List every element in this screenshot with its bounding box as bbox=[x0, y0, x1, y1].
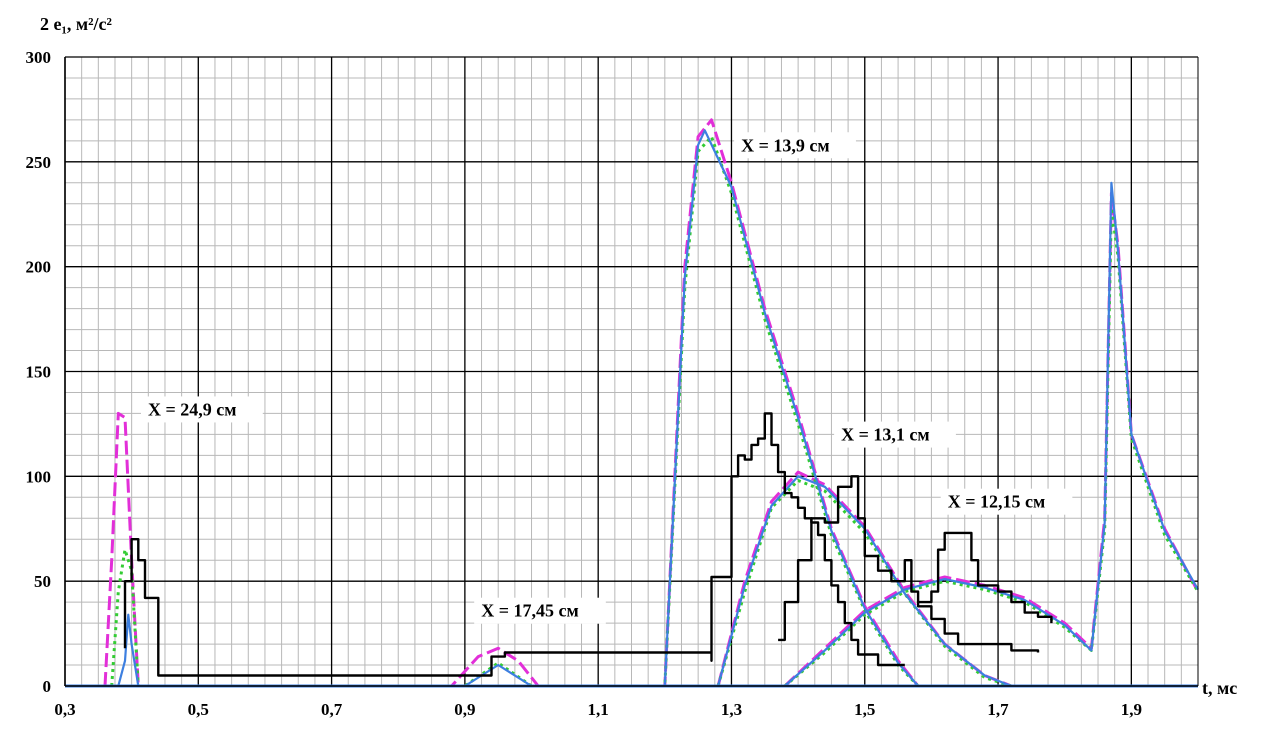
tick-labels: 0,3 0,5 0,7 0,9 1,1 1,3 1,5 1,7 1,9 0 50 100 150 200 2… bbox=[26, 48, 1142, 719]
x-tick-label: 0,3 bbox=[54, 700, 75, 719]
series-2-segment-1 bbox=[717, 475, 1012, 688]
annotation-label: X = 13,9 см bbox=[741, 135, 830, 155]
series-1-segment-1 bbox=[716, 479, 1012, 688]
annotation-label: X = 13,1 см bbox=[841, 425, 930, 445]
x-tick-label: 1,3 bbox=[721, 700, 742, 719]
series-1-segment-0 bbox=[110, 135, 920, 688]
annotation-label: X = 24,9 см bbox=[148, 399, 237, 419]
y-tick-label: 200 bbox=[26, 258, 52, 277]
x-tick-label: 0,5 bbox=[188, 700, 209, 719]
axes bbox=[64, 56, 1199, 687]
y-tick-label: 50 bbox=[34, 572, 51, 591]
x-tick-label: 1,7 bbox=[987, 700, 1009, 719]
series-2-segment-0 bbox=[117, 129, 919, 688]
y-axis-title: 2 e₁, м²/с² bbox=[40, 14, 112, 34]
series-3-segment-2 bbox=[918, 531, 1053, 624]
series-3-segment-1 bbox=[778, 475, 1040, 653]
x-tick-label: 1,1 bbox=[588, 700, 609, 719]
annotations: X = 24,9 см X = 17,45 см X = 13,9 см X = 13… bbox=[140, 132, 1073, 624]
annotation-box bbox=[474, 597, 606, 624]
annotation-box bbox=[834, 421, 956, 448]
x-tick-label: 1,9 bbox=[1121, 700, 1142, 719]
y-tick-label: 250 bbox=[26, 153, 52, 172]
y-tick-label: 150 bbox=[26, 363, 52, 382]
x-tick-label: 0,9 bbox=[454, 700, 475, 719]
series-3-segment-0 bbox=[123, 412, 905, 677]
annotation-box bbox=[734, 132, 856, 159]
y-tick-label: 300 bbox=[26, 48, 52, 67]
y-tick-label: 100 bbox=[26, 467, 52, 486]
annotation-box bbox=[140, 396, 263, 423]
x-tick-label: 1,5 bbox=[854, 700, 875, 719]
x-tick-label: 0,7 bbox=[321, 700, 343, 719]
annotation-label: X = 17,45 см bbox=[481, 601, 579, 621]
annotation-box bbox=[940, 488, 1073, 515]
series-2-segment-2 bbox=[784, 181, 1199, 687]
x-axis-title: t, мс bbox=[1202, 678, 1237, 698]
annotation-label: X = 12,15 см bbox=[948, 492, 1046, 512]
y-tick-label: 0 bbox=[43, 677, 52, 696]
